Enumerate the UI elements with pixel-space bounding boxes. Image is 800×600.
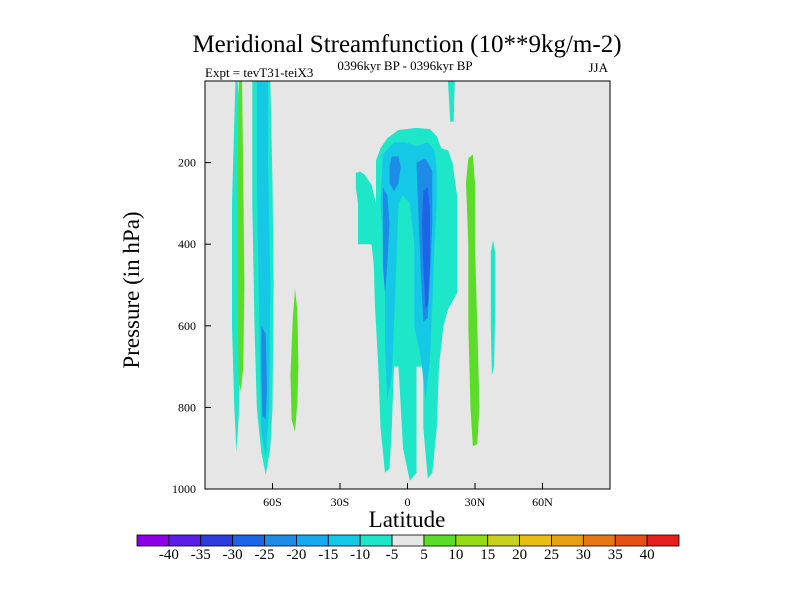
colorbar-label: 10 [448,547,463,563]
x-axis-title: Latitude [369,507,446,532]
colorbar-swatch [646,534,680,547]
chart-title: Meridional Streamfunction (10**9kg/m-2) [192,31,621,58]
x-tick-label: 60N [532,495,553,509]
period-label: 0396kyr BP - 0396kyr BP [337,58,472,73]
colorbar-label: -40 [159,547,179,563]
colorbar: -40 -35 -30 -25 -20 -15 -10 -5 5 10 15 20 25 30 35 40 [136,534,680,563]
colorbar-swatch [519,534,552,547]
contour-region-2 [256,81,271,457]
colorbar-label: 25 [544,547,559,563]
contour-region-9 [422,187,430,310]
contour-region-12 [466,154,480,447]
colorbar-swatch [264,534,297,547]
colorbar-swatch [487,534,520,547]
y-tick-label: 800 [178,400,196,414]
x-tick-label: 60S [263,495,282,509]
colorbar-swatch [200,534,234,547]
x-tick-label: 0 [405,495,411,509]
contour-region-8 [382,187,390,294]
y-tick-label: 1000 [172,482,196,496]
colorbar-label: 40 [640,547,655,563]
colorbar-swatch [327,534,361,547]
colorbar-label: 30 [576,547,591,563]
colorbar-swatch [551,534,584,547]
colorbar-label: -15 [318,547,338,563]
colorbar-swatch [455,534,489,547]
colorbar-swatch [232,534,265,547]
y-tick-label: 200 [178,156,196,170]
colorbar-label: -30 [223,547,243,563]
contour-region-6 [389,156,401,192]
season-label: JJA [588,60,608,75]
colorbar-swatch [136,534,170,547]
colorbar-label: -5 [386,547,399,563]
x-axis-ticks: 60S 30S 0 30N 60N [263,483,553,509]
contour-region-3 [261,325,267,420]
contour-region-13 [490,240,496,375]
experiment-label: Expt = tevT31-teiX3 [205,65,313,80]
y-axis-title: Pressure (in hPa) [119,211,144,368]
colorbar-label: -35 [191,547,211,563]
colorbar-label: -20 [286,547,306,563]
x-tick-label: 30S [331,495,350,509]
contour-region-10 [448,81,455,122]
contour-region-11 [290,289,299,432]
x-tick-label: 30N [465,495,486,509]
colorbar-label: -25 [255,547,275,563]
colorbar-swatch [391,534,425,547]
colorbar-swatch [614,534,648,547]
colorbar-swatch [359,534,393,547]
y-axis-ticks: 200 400 600 800 1000 [172,156,211,496]
colorbar-label: -10 [350,547,370,563]
colorbar-label: 20 [512,547,527,563]
contour-region-14 [237,81,245,392]
colorbar-label: 5 [420,547,428,563]
contour-regions [232,81,496,481]
y-tick-label: 600 [178,319,196,333]
colorbar-swatch [296,534,329,547]
colorbar-swatch [582,534,616,547]
colorbar-label: 15 [480,547,495,563]
colorbar-swatch [423,534,457,547]
colorbar-label: 35 [608,547,623,563]
colorbar-swatch [168,534,202,547]
y-tick-label: 400 [178,237,196,251]
